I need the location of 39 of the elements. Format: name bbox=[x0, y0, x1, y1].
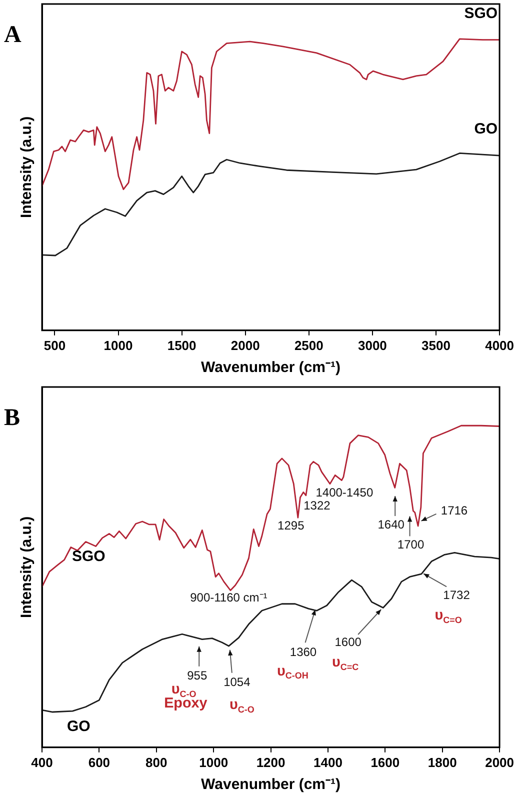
series-label: GO bbox=[67, 718, 91, 736]
annotation: 1400-1450 bbox=[316, 485, 374, 500]
annotation: 1640 bbox=[378, 517, 405, 532]
x-tick-label: 4000 bbox=[485, 338, 514, 353]
series-label: SGO bbox=[464, 4, 498, 22]
x-tick-label: 2500 bbox=[294, 338, 324, 353]
chart-title: A bbox=[4, 22, 22, 48]
x-axis-title: Wavenumber (cm⁻¹) bbox=[201, 359, 341, 376]
annotation: 1716 bbox=[440, 503, 468, 518]
annotation: 1732 bbox=[443, 588, 470, 602]
chart-title: B bbox=[4, 405, 20, 432]
annotation: 1322 bbox=[304, 498, 331, 513]
x-tick-label: 1600 bbox=[370, 754, 400, 770]
annotation: 955 bbox=[187, 668, 208, 683]
x-tick-label: 400 bbox=[31, 754, 53, 770]
x-axis-title: Wavenumber (cm⁻¹) bbox=[201, 776, 341, 794]
x-tick-label: 1200 bbox=[256, 754, 286, 770]
annotation: 1600 bbox=[334, 634, 362, 649]
x-tick-label: 1400 bbox=[314, 754, 342, 770]
y-axis-title: Intensity (a.u.) bbox=[18, 516, 36, 618]
x-tick-label: 600 bbox=[88, 754, 110, 770]
annotation: 1295 bbox=[278, 518, 305, 532]
x-tick-label: 3500 bbox=[422, 338, 450, 353]
annotation: 900-1160 cm⁻¹ bbox=[190, 590, 268, 605]
x-tick-label: 2000 bbox=[230, 338, 260, 353]
x-tick-label: 800 bbox=[146, 754, 168, 770]
x-tick-label: 1800 bbox=[428, 754, 457, 770]
annotation: 1360 bbox=[290, 644, 317, 659]
x-tick-label: 2000 bbox=[485, 754, 514, 770]
x-tick-label: 1500 bbox=[167, 338, 196, 353]
x-tick-label: 1000 bbox=[199, 754, 228, 770]
x-tick-label: 500 bbox=[44, 338, 66, 353]
x-tick-label: 1000 bbox=[104, 338, 133, 353]
series-label: GO bbox=[474, 120, 498, 138]
series-label: SGO bbox=[72, 548, 106, 565]
x-tick-label: 3000 bbox=[358, 338, 387, 353]
y-axis-title: Intensity (a.u.) bbox=[18, 116, 36, 218]
annotation: 1700 bbox=[397, 538, 424, 552]
annotation: 1054 bbox=[224, 675, 251, 690]
